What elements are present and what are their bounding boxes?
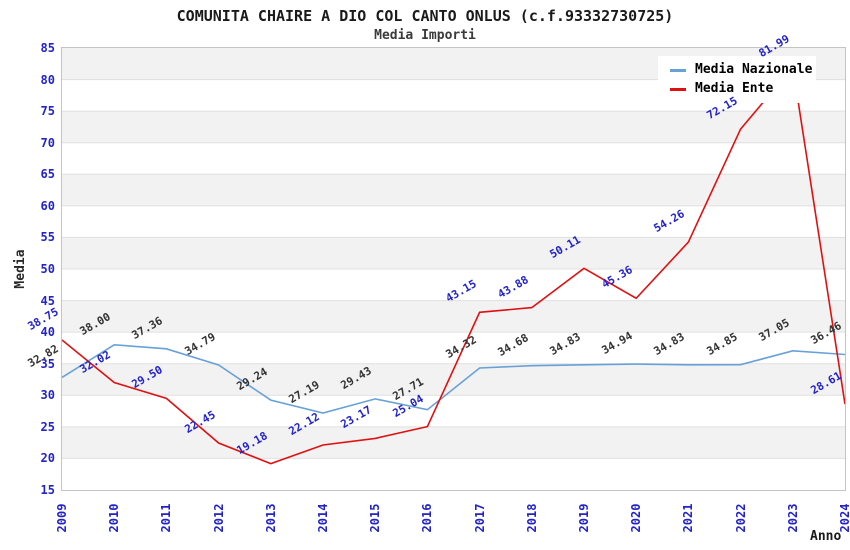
y-axis-tick: 85 [40, 41, 55, 55]
x-axis-tick: 2022 [733, 503, 748, 533]
y-axis-tick: 60 [40, 198, 55, 213]
y-axis-tick: 35 [40, 356, 55, 371]
x-axis-tick: 2017 [472, 503, 487, 533]
grid-band [62, 426, 845, 459]
x-axis-tick: 2012 [211, 503, 226, 533]
x-axis-tick: 2018 [524, 503, 539, 533]
x-axis-tick: 2011 [159, 503, 174, 533]
grid-band [62, 111, 845, 143]
legend-swatch-media-ente-icon [670, 87, 686, 91]
y-axis-tick: 40 [40, 325, 55, 340]
chart-title: COMUNITA CHAIRE A DIO COL CANTO ONLUS (c… [176, 7, 674, 25]
y-axis-tick: 70 [40, 135, 55, 150]
x-axis-tick: 2016 [420, 503, 435, 533]
x-axis-tick: 2024 [838, 503, 850, 533]
legend-label-media-ente: Media Ente [695, 81, 774, 96]
x-axis-tick: 2013 [263, 503, 278, 533]
y-axis-tick: 15 [40, 483, 55, 497]
x-axis-tick: 2019 [577, 503, 591, 533]
x-axis-title: Anno [810, 529, 842, 544]
y-axis-tick: 75 [40, 104, 55, 119]
legend-label-media-nazionale: Media Nazionale [695, 62, 813, 77]
series-line-media-nazionale [62, 343, 845, 414]
grid-band [62, 174, 845, 206]
legend-swatch-media-nazionale-icon [670, 68, 686, 72]
plot-area [61, 47, 846, 491]
y-axis-tick: 55 [40, 230, 55, 245]
series-line-media-ente [62, 65, 845, 465]
y-axis-tick: 65 [40, 167, 55, 182]
x-axis-tick: 2014 [316, 503, 330, 533]
y-axis-tick: 50 [40, 262, 55, 276]
y-axis-tick: 20 [40, 451, 55, 466]
grid-band [62, 237, 845, 269]
x-axis-tick: 2021 [681, 503, 696, 533]
x-axis-tick: 2010 [107, 503, 122, 533]
y-axis-tick: 45 [40, 293, 55, 308]
y-axis-tick: 80 [40, 72, 55, 87]
legend-item-media-ente: Media Ente [670, 82, 816, 96]
x-axis-tick: 2020 [629, 503, 644, 533]
y-axis-tick: 25 [40, 419, 55, 434]
x-axis-tick: 2015 [368, 503, 383, 533]
legend: Media Nazionale Media Ente [658, 56, 816, 103]
y-axis-tick: 30 [40, 388, 55, 403]
x-axis-tick: 2009 [55, 503, 69, 533]
legend-item-media-nazionale: Media Nazionale [670, 63, 816, 77]
grid-band [62, 300, 845, 333]
x-axis-tick: 2023 [785, 503, 800, 533]
chart-subtitle: Media Importi [374, 28, 476, 43]
